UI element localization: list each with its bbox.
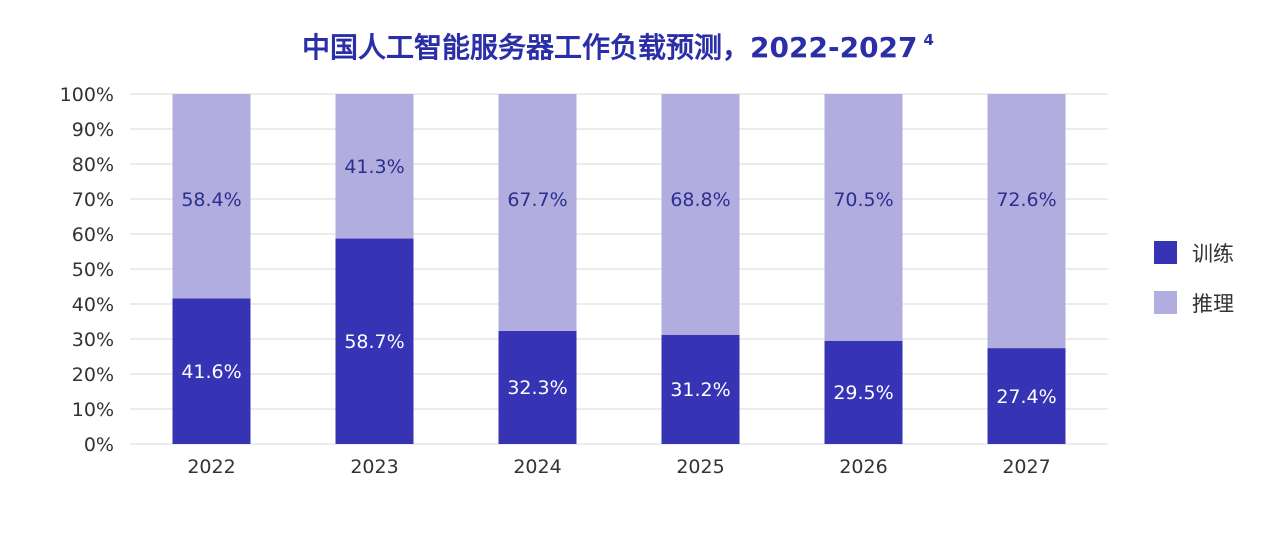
chart-title: 中国人工智能服务器工作负载预测，2022-2027 4 xyxy=(302,31,934,64)
legend-label: 训练 xyxy=(1192,242,1234,266)
data-label-inference: 72.6% xyxy=(996,189,1056,211)
bars: 41.6% 58.4% 58.7% 41.3% 32.3% 67.7% 31.2% 68.8%… xyxy=(172,94,1066,444)
chart-title-footnote: 4 xyxy=(924,31,934,49)
data-label-training: 32.3% xyxy=(507,377,567,399)
bar-segment-inference xyxy=(661,94,740,335)
bar-segment-inference xyxy=(824,94,903,341)
y-tick-label: 70% xyxy=(72,189,114,211)
legend-swatch xyxy=(1154,291,1177,314)
y-tick-label: 60% xyxy=(72,224,114,246)
x-tick-label: 2024 xyxy=(513,456,561,478)
x-tick-label: 2022 xyxy=(187,456,235,478)
data-label-training: 58.7% xyxy=(344,331,404,353)
bar-segment-training xyxy=(498,330,577,444)
data-label-inference: 58.4% xyxy=(181,189,241,211)
bar-segment-training xyxy=(661,334,740,444)
legend-swatch xyxy=(1154,241,1177,264)
data-label-training: 41.6% xyxy=(181,361,241,383)
y-axis-tick-labels: 0% 10% 20% 30% 40% 50% 60% 70% 80% 90% 100% xyxy=(60,84,114,456)
y-tick-label: 30% xyxy=(72,329,114,351)
x-tick-label: 2025 xyxy=(676,456,724,478)
x-axis-tick-labels: 2022 2023 2024 2025 2026 2027 xyxy=(187,456,1050,478)
data-label-training: 29.5% xyxy=(833,382,893,404)
bar-segment-training xyxy=(824,340,903,444)
y-tick-label: 0% xyxy=(84,434,114,456)
y-tick-label: 10% xyxy=(72,399,114,421)
legend-label: 推理 xyxy=(1192,292,1234,316)
bar-segment-inference xyxy=(335,94,414,239)
data-label-inference: 68.8% xyxy=(670,189,730,211)
bar-segment-inference xyxy=(498,94,577,331)
bar-segment-training xyxy=(987,348,1066,444)
bar-segment-inference xyxy=(172,94,251,299)
x-tick-label: 2023 xyxy=(350,456,398,478)
chart-title-text: 中国人工智能服务器工作负载预测，2022-2027 xyxy=(302,31,917,64)
y-tick-label: 40% xyxy=(72,294,114,316)
y-tick-label: 100% xyxy=(60,84,114,106)
bar-segment-inference xyxy=(987,94,1066,349)
y-tick-label: 90% xyxy=(72,119,114,141)
x-tick-label: 2026 xyxy=(839,456,887,478)
data-label-inference: 41.3% xyxy=(344,156,404,178)
gridlines xyxy=(130,93,1108,445)
bar-segment-training xyxy=(172,298,251,444)
data-label-training: 31.2% xyxy=(670,379,730,401)
bar-segment-training xyxy=(335,238,414,444)
data-label-training: 27.4% xyxy=(996,386,1056,408)
y-tick-label: 20% xyxy=(72,364,114,386)
x-tick-label: 2027 xyxy=(1002,456,1050,478)
data-label-inference: 67.7% xyxy=(507,189,567,211)
data-label-inference: 70.5% xyxy=(833,189,893,211)
y-tick-label: 50% xyxy=(72,259,114,281)
y-tick-label: 80% xyxy=(72,154,114,176)
